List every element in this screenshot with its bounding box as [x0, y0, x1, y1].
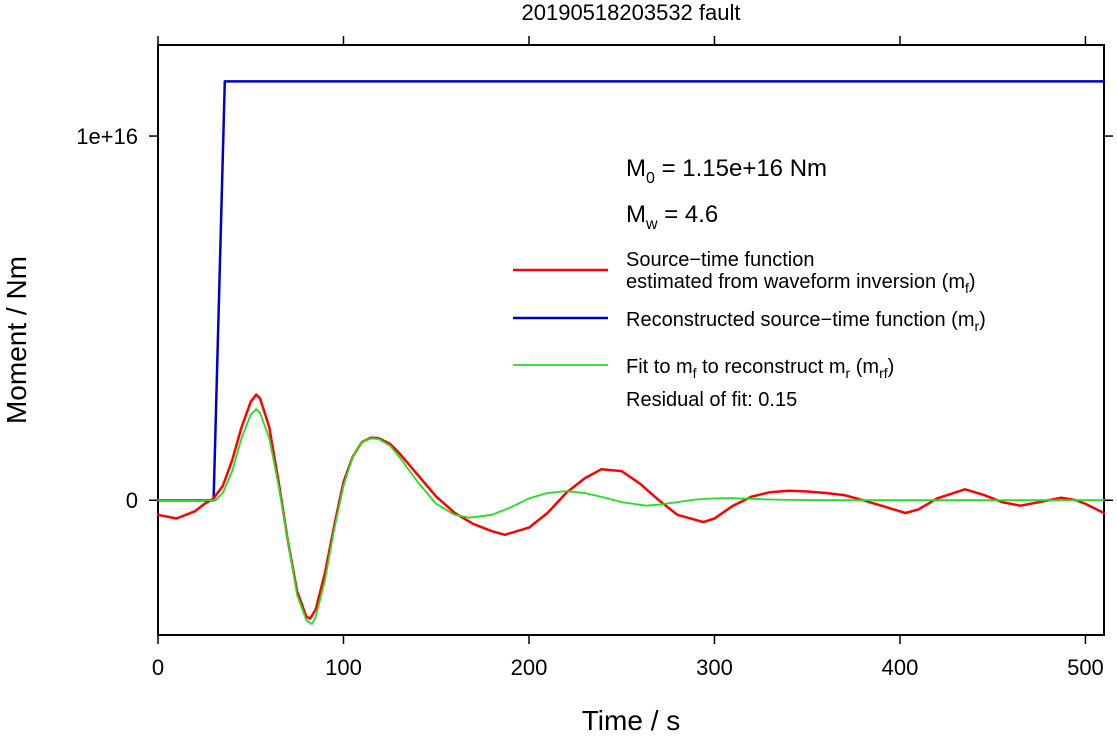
- legend-fit-pre: Fit to m: [626, 356, 693, 378]
- x-tick-label: 500: [1067, 655, 1104, 680]
- legend-fit-post: ): [888, 356, 895, 378]
- plot-frame: [157, 44, 1105, 636]
- legend-label-estimated-line2: estimated from waveform inversion (mf): [626, 271, 976, 296]
- y-axis-label: Moment / Nm: [1, 256, 32, 424]
- axis-ticks: 0 100 200 300 400 500 0 1e+16: [76, 36, 1113, 680]
- y-tick-label: 1e+16: [76, 124, 138, 149]
- legend-estimated-post: ): [969, 271, 976, 293]
- legend-estimated-sub: f: [965, 280, 969, 296]
- chart-title: 20190518203532 fault: [522, 0, 741, 25]
- legend-label-fit: Fit to mf to reconstruct mr (mrf): [626, 356, 894, 381]
- legend-reconstructed-post: ): [979, 309, 986, 331]
- x-axis-label: Time / s: [582, 705, 681, 736]
- y-tick-label: 0: [126, 488, 138, 513]
- residual-annotation: Residual of fit: 0.15: [626, 389, 797, 411]
- legend-fit-sub2: r: [846, 365, 851, 381]
- m0-subscript: 0: [646, 170, 655, 187]
- legend-fit-mid: to reconstruct m: [697, 356, 846, 378]
- series-line-fit: [157, 408, 1105, 625]
- mw-annotation: Mw = 4.6: [626, 201, 718, 233]
- x-tick-label: 100: [325, 655, 362, 680]
- legend-reconstructed-pre: Reconstructed source−time function (m: [626, 309, 975, 331]
- mw-symbol: M: [626, 201, 646, 228]
- m0-annotation: M0 = 1.15e+16 Nm: [626, 155, 827, 187]
- mw-value: = 4.6: [658, 201, 719, 228]
- x-tick-label: 400: [882, 655, 919, 680]
- m0-value: = 1.15e+16 Nm: [655, 155, 827, 182]
- x-tick-label: 200: [511, 655, 548, 680]
- legend-label-estimated-line1: Source−time function: [626, 249, 814, 271]
- legend-fit-mid2: (m: [850, 356, 879, 378]
- series-line-estimated: [156, 393, 1106, 620]
- series-group: [156, 80, 1106, 625]
- legend-label-reconstructed: Reconstructed source−time function (mr): [626, 309, 986, 334]
- legend: Source−time function estimated from wave…: [513, 249, 986, 411]
- x-tick-label: 300: [696, 655, 733, 680]
- x-tick-label: 0: [152, 655, 164, 680]
- legend-fit-sub3: rf: [879, 365, 888, 381]
- mw-subscript: w: [645, 216, 658, 233]
- legend-reconstructed-sub: r: [975, 318, 980, 334]
- m0-symbol: M: [626, 155, 646, 182]
- legend-fit-sub1: f: [693, 365, 697, 381]
- legend-estimated-pre: estimated from waveform inversion (m: [626, 271, 965, 293]
